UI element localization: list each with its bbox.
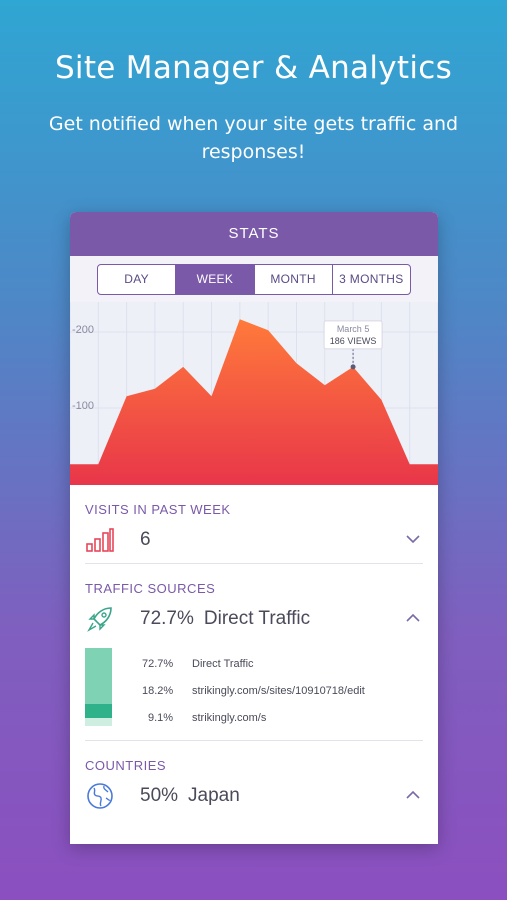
- source-label: strikingly.com/s: [192, 712, 267, 724]
- source-pct: 18.2%: [142, 685, 174, 697]
- views-area: [70, 319, 438, 485]
- traffic-title: TRAFFIC SOURCES: [85, 581, 216, 596]
- traffic-stacked-bar: [85, 648, 112, 726]
- bar-segment-direct: [85, 648, 112, 704]
- headline: Site Manager & Analytics: [54, 50, 453, 86]
- traffic-summary-label: Direct Traffic: [203, 608, 311, 629]
- source-label: Direct Traffic: [192, 658, 254, 670]
- rocket-icon: [85, 604, 115, 634]
- bar-chart-icon: [85, 525, 115, 555]
- stats-card: STATS DAY WEEK MONTH 3 MONTHS -200 -100: [70, 212, 438, 844]
- visits-value: 6: [140, 529, 151, 550]
- chevron-up-icon[interactable]: [405, 610, 421, 626]
- divider: [85, 563, 423, 564]
- traffic-row[interactable]: 72.7% Direct Traffic: [85, 596, 423, 642]
- tab-3-months[interactable]: 3 MONTHS: [339, 272, 404, 286]
- card-header: STATS: [70, 212, 438, 256]
- subline: Get notified when your site gets traffic…: [48, 113, 459, 163]
- source-pct: 72.7%: [142, 658, 174, 670]
- y-tick-100: -100: [72, 400, 94, 412]
- visits-title: VISITS IN PAST WEEK: [85, 502, 231, 517]
- source-row: 18.2% strikingly.com/s/sites/10910718/ed…: [142, 685, 365, 697]
- source-label: strikingly.com/s/sites/10910718/edit: [192, 685, 365, 697]
- divider: [85, 740, 423, 741]
- y-tick-200: -200: [72, 324, 94, 336]
- source-row: 72.7% Direct Traffic: [142, 658, 254, 670]
- source-pct: 9.1%: [148, 712, 174, 724]
- chevron-down-icon[interactable]: [405, 531, 421, 547]
- period-tabs: DAY WEEK MONTH 3 MONTHS: [97, 264, 411, 295]
- bar-segment-s: [85, 718, 112, 726]
- bar-segment-edit: [85, 704, 112, 718]
- visits-section: VISITS IN PAST WEEK 6: [70, 485, 438, 563]
- visits-row[interactable]: 6: [85, 517, 423, 563]
- globe-icon: [85, 781, 115, 811]
- tabs-bar: DAY WEEK MONTH 3 MONTHS: [70, 256, 438, 302]
- tooltip-date: March 5: [337, 324, 370, 334]
- countries-row[interactable]: 50% Japan: [85, 773, 423, 819]
- traffic-summary-pct: 72.7%: [140, 608, 194, 629]
- views-chart[interactable]: -200 -100 March 5 186 VIEWS: [70, 302, 438, 485]
- tooltip-value: 186 VIEWS: [330, 336, 377, 346]
- countries-title: COUNTRIES: [85, 758, 167, 773]
- chart-tooltip: March 5 186 VIEWS: [323, 320, 383, 370]
- countries-section: COUNTRIES 50% Japan: [70, 741, 438, 819]
- traffic-sources-list: 72.7% Direct Traffic 18.2% strikingly.co…: [70, 648, 438, 740]
- countries-summary-label: Japan: [188, 785, 240, 806]
- tab-day[interactable]: DAY: [98, 265, 177, 294]
- tab-week[interactable]: WEEK: [176, 265, 255, 294]
- chevron-up-icon[interactable]: [405, 787, 421, 803]
- tab-month[interactable]: MONTH: [255, 265, 333, 294]
- countries-summary-pct: 50%: [140, 785, 179, 806]
- traffic-section: TRAFFIC SOURCES 72.7% Direct Traffic: [70, 564, 438, 642]
- source-row: 9.1% strikingly.com/s: [148, 712, 266, 724]
